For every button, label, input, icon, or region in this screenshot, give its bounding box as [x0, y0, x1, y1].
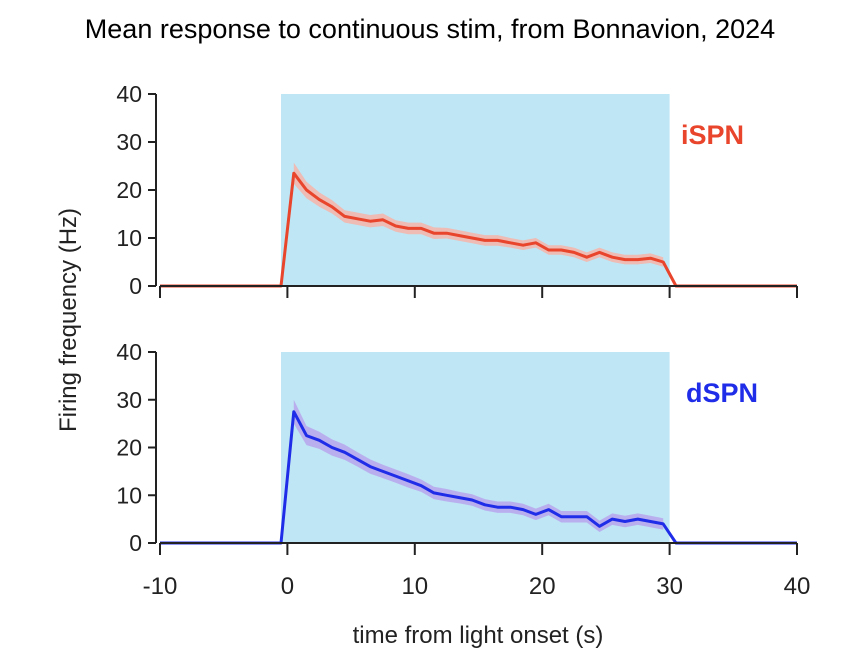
- data-point: [433, 492, 435, 494]
- data-point: [509, 242, 511, 244]
- x-tick-label: 30: [656, 573, 683, 600]
- data-point: [293, 172, 295, 174]
- x-axis-label: time from light onset (s): [353, 622, 604, 649]
- data-point: [624, 520, 626, 522]
- y-tick-label: 40: [116, 339, 142, 365]
- data-point: [649, 257, 651, 259]
- data-point: [547, 249, 549, 251]
- data-point: [611, 518, 613, 520]
- x-tick-label: 40: [784, 573, 811, 600]
- data-point: [598, 525, 600, 527]
- data-point: [305, 434, 307, 436]
- data-point: [382, 219, 384, 221]
- data-point: [445, 232, 447, 234]
- x-tick-label: 0: [281, 573, 294, 600]
- panel-label: dSPN: [686, 378, 758, 408]
- data-point: [573, 516, 575, 518]
- data-point: [649, 520, 651, 522]
- data-point: [484, 504, 486, 506]
- data-point: [407, 227, 409, 229]
- x-tick-label: -10: [143, 573, 178, 600]
- data-point: [586, 256, 588, 258]
- data-point: [331, 206, 333, 208]
- data-point: [522, 244, 524, 246]
- data-point: [369, 465, 371, 467]
- data-point: [318, 198, 320, 200]
- data-point: [356, 218, 358, 220]
- y-tick-label: 0: [129, 273, 142, 299]
- x-tick-label: 10: [401, 573, 428, 600]
- data-point: [637, 518, 639, 520]
- data-point: [522, 508, 524, 510]
- data-point: [445, 494, 447, 496]
- data-point: [560, 516, 562, 518]
- data-point: [293, 410, 295, 412]
- data-point: [420, 485, 422, 487]
- y-tick-label: 30: [116, 129, 142, 155]
- data-point: [547, 508, 549, 510]
- data-point: [394, 225, 396, 227]
- data-point: [496, 239, 498, 241]
- data-point: [331, 446, 333, 448]
- data-point: [598, 251, 600, 253]
- data-point: [586, 516, 588, 518]
- data-point: [458, 234, 460, 236]
- data-point: [509, 506, 511, 508]
- data-point: [433, 232, 435, 234]
- y-tick-label: 20: [116, 177, 142, 203]
- series-line-dspn: [160, 410, 797, 545]
- data-point: [637, 258, 639, 260]
- data-point: [394, 475, 396, 477]
- data-point: [611, 256, 613, 258]
- y-tick-label: 10: [116, 225, 142, 251]
- y-tick-label: 10: [116, 482, 142, 508]
- x-tick-label: 20: [529, 573, 556, 600]
- data-point: [344, 215, 346, 217]
- panel-label: iSPN: [681, 120, 744, 150]
- data-point: [662, 261, 664, 263]
- y-axis-label: Firing frequency (Hz): [55, 208, 82, 432]
- data-point: [382, 470, 384, 472]
- data-point: [535, 242, 537, 244]
- data-point: [407, 480, 409, 482]
- y-tick-label: 40: [116, 81, 142, 107]
- data-point: [369, 220, 371, 222]
- data-point: [356, 458, 358, 460]
- data-point: [662, 523, 664, 525]
- y-tick-label: 0: [129, 530, 142, 556]
- data-point: [484, 239, 486, 241]
- data-point: [305, 189, 307, 191]
- data-point: [471, 237, 473, 239]
- data-point: [560, 249, 562, 251]
- panel-ispn: 0 10 20 30 40 iSPN: [116, 81, 798, 299]
- data-point: [573, 251, 575, 253]
- data-point: [624, 258, 626, 260]
- y-tick-label: 30: [116, 387, 142, 413]
- data-point: [344, 451, 346, 453]
- y-tick-label: 20: [116, 435, 142, 461]
- data-point: [471, 499, 473, 501]
- chart-title: Mean response to continuous stim, from B…: [84, 14, 776, 44]
- data-point: [318, 439, 320, 441]
- series-line-ispn: [160, 171, 797, 288]
- data-point: [535, 513, 537, 515]
- sem-band-ispn: [293, 162, 664, 267]
- data-point: [458, 496, 460, 498]
- data-point: [420, 227, 422, 229]
- data-point: [496, 506, 498, 508]
